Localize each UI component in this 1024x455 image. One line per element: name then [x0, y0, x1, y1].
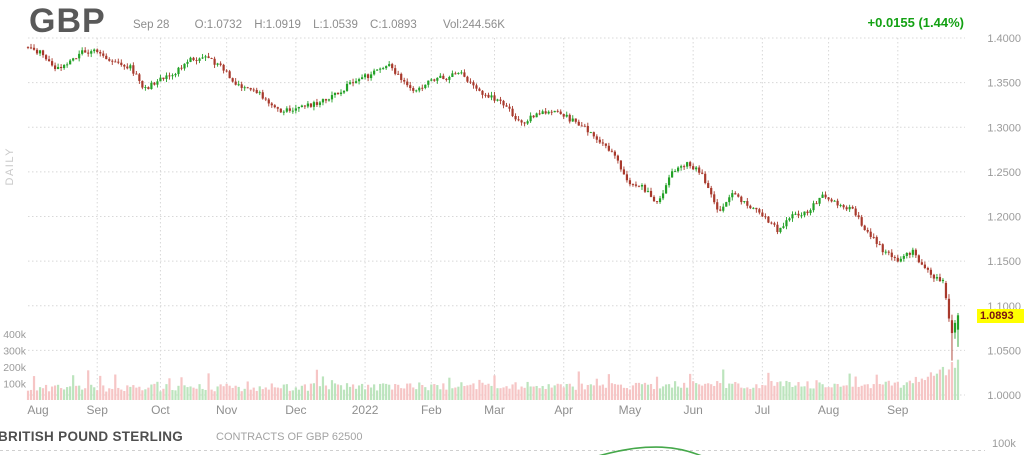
time-axis-tick: May [619, 403, 642, 417]
time-axis-tick: Sep [87, 403, 109, 417]
price-axis-tick: 1.2500 [987, 167, 1021, 179]
open-interest-line [598, 446, 702, 455]
price-axis-tick: 1.0500 [987, 345, 1021, 357]
price-axis-tick: 1.2000 [987, 212, 1021, 224]
ohlc-readout: Sep 28 O:1.0732 H:1.0919 L:1.0539 C:1.08… [133, 19, 514, 31]
price-axis-tick: 1.3000 [987, 122, 1021, 134]
time-axis-tick: Feb [421, 403, 442, 417]
contract-spec: CONTRACTS OF GBP 62500 [216, 431, 363, 443]
time-axis-tick: Apr [554, 403, 573, 417]
time-axis-tick: 2022 [352, 403, 379, 417]
close-value: C:1.0893 [370, 19, 417, 31]
time-axis-tick: Oct [151, 403, 170, 417]
last-price-tag: 1.0893 [977, 309, 1024, 323]
time-axis-tick: Sep [887, 403, 909, 417]
time-axis-labels: Aug Sep Oct Nov Dec 2022 Feb Mar Apr May Jun Jul Aug… [27, 403, 908, 417]
volume-axis-tick: 400k [3, 329, 27, 341]
time-axis-tick: Dec [285, 403, 306, 417]
volume-axis-labels: 400k 300k 200k 100k [3, 329, 27, 391]
gridlines [28, 37, 965, 400]
time-axis-tick: Mar [484, 403, 505, 417]
high-value: H:1.0919 [254, 19, 301, 31]
time-axis-tick: Jul [755, 403, 770, 417]
timeframe-label: DAILY [4, 147, 16, 186]
low-value: L:1.0539 [313, 19, 358, 31]
time-axis-tick: Aug [818, 403, 839, 417]
quote-date: Sep 28 [133, 19, 170, 31]
lower-panel-axis-label: 100k [992, 438, 1016, 450]
price-axis-tick: 1.0000 [987, 390, 1021, 402]
instrument-name: BRITISH POUND STERLING [0, 429, 184, 444]
price-axis-tick: 1.3500 [987, 78, 1021, 90]
candlestick-series [26, 43, 960, 361]
volume-axis-tick: 300k [3, 346, 27, 358]
volume-axis-tick: 100k [3, 379, 27, 391]
symbol-title: GBP [29, 2, 106, 40]
volume-axis-tick: 200k [3, 362, 27, 374]
volume-value: Vol:244.56K [442, 19, 505, 31]
volume-bars [26, 359, 960, 401]
price-axis-tick: 1.4000 [987, 33, 1021, 45]
time-axis-tick: Aug [27, 403, 48, 417]
price-axis-labels: 1.40001.35001.30001.25001.20001.15001.10… [987, 33, 1021, 402]
time-axis-tick: Nov [216, 403, 237, 417]
time-axis-tick: Jun [683, 403, 702, 417]
price-axis-tick: 1.1500 [987, 256, 1021, 268]
open-value: O:1.0732 [194, 19, 242, 31]
price-change-badge: +0.0155 (1.44%) [867, 15, 964, 30]
